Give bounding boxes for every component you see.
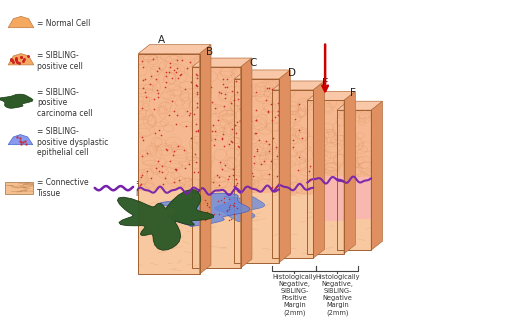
Polygon shape — [272, 90, 313, 194]
Text: C: C — [250, 58, 257, 68]
Text: = Normal Cell: = Normal Cell — [37, 19, 90, 28]
Polygon shape — [307, 100, 344, 196]
Polygon shape — [272, 194, 313, 258]
FancyBboxPatch shape — [5, 182, 33, 194]
Polygon shape — [117, 189, 214, 250]
Polygon shape — [307, 196, 344, 254]
Text: = Basement
Membrane: = Basement Membrane — [136, 179, 183, 198]
Polygon shape — [279, 70, 290, 263]
Text: = Connective
Tissue: = Connective Tissue — [37, 179, 89, 198]
Polygon shape — [371, 101, 382, 250]
Text: E: E — [323, 78, 329, 88]
Polygon shape — [337, 197, 371, 250]
Text: F: F — [350, 88, 356, 98]
Text: = SIBLING-
positive cell: = SIBLING- positive cell — [37, 51, 83, 71]
Text: A: A — [158, 35, 165, 45]
Polygon shape — [8, 135, 33, 145]
Polygon shape — [8, 53, 34, 65]
Polygon shape — [307, 177, 344, 220]
Polygon shape — [337, 101, 382, 110]
Polygon shape — [337, 110, 371, 197]
Polygon shape — [192, 67, 241, 192]
Polygon shape — [138, 190, 200, 274]
Polygon shape — [234, 70, 290, 79]
Polygon shape — [215, 196, 265, 222]
Polygon shape — [0, 94, 33, 108]
Polygon shape — [8, 16, 34, 28]
Polygon shape — [192, 192, 241, 268]
Polygon shape — [272, 81, 325, 90]
Polygon shape — [337, 177, 371, 219]
Text: = SIBLING-
positive
carcinoma cell: = SIBLING- positive carcinoma cell — [37, 88, 93, 118]
Text: B: B — [206, 47, 214, 57]
Polygon shape — [313, 81, 325, 258]
Polygon shape — [138, 45, 211, 53]
Polygon shape — [160, 193, 250, 227]
Polygon shape — [241, 58, 252, 268]
Text: = SIBLING-
positive dysplastic
epithelial cell: = SIBLING- positive dysplastic epithelia… — [37, 127, 108, 157]
Text: Histologically
Negative,
SIBLING-
Positive
Margin
(2mm): Histologically Negative, SIBLING- Positi… — [272, 275, 316, 316]
Polygon shape — [200, 45, 211, 274]
Polygon shape — [192, 58, 252, 67]
Polygon shape — [344, 92, 355, 254]
Polygon shape — [138, 53, 200, 190]
Text: D: D — [288, 68, 296, 78]
Polygon shape — [234, 193, 279, 263]
Polygon shape — [307, 92, 355, 100]
Polygon shape — [234, 79, 279, 193]
Text: Histologically
Negative,
SIBLING-
Negative
Margin
(2mm): Histologically Negative, SIBLING- Negati… — [315, 275, 359, 316]
